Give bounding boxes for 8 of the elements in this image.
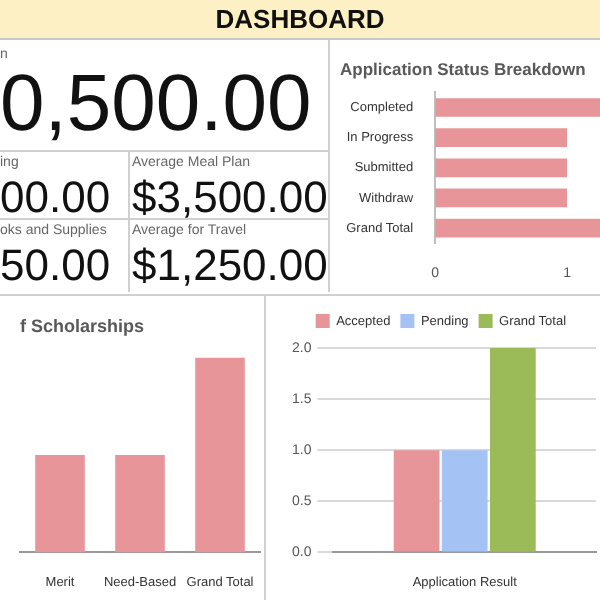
chart-title: Application Status Breakdown [340, 58, 586, 79]
text: $1,250.00 [132, 240, 328, 292]
text: DASHBOARD [0, 0, 600, 40]
text: 00.00 [0, 172, 111, 223]
chart-title: f Scholarships [20, 315, 145, 336]
text: 50.00 [0, 240, 111, 292]
text: 0,500.00 [0, 60, 312, 150]
text: $3,500.00 [132, 172, 328, 224]
